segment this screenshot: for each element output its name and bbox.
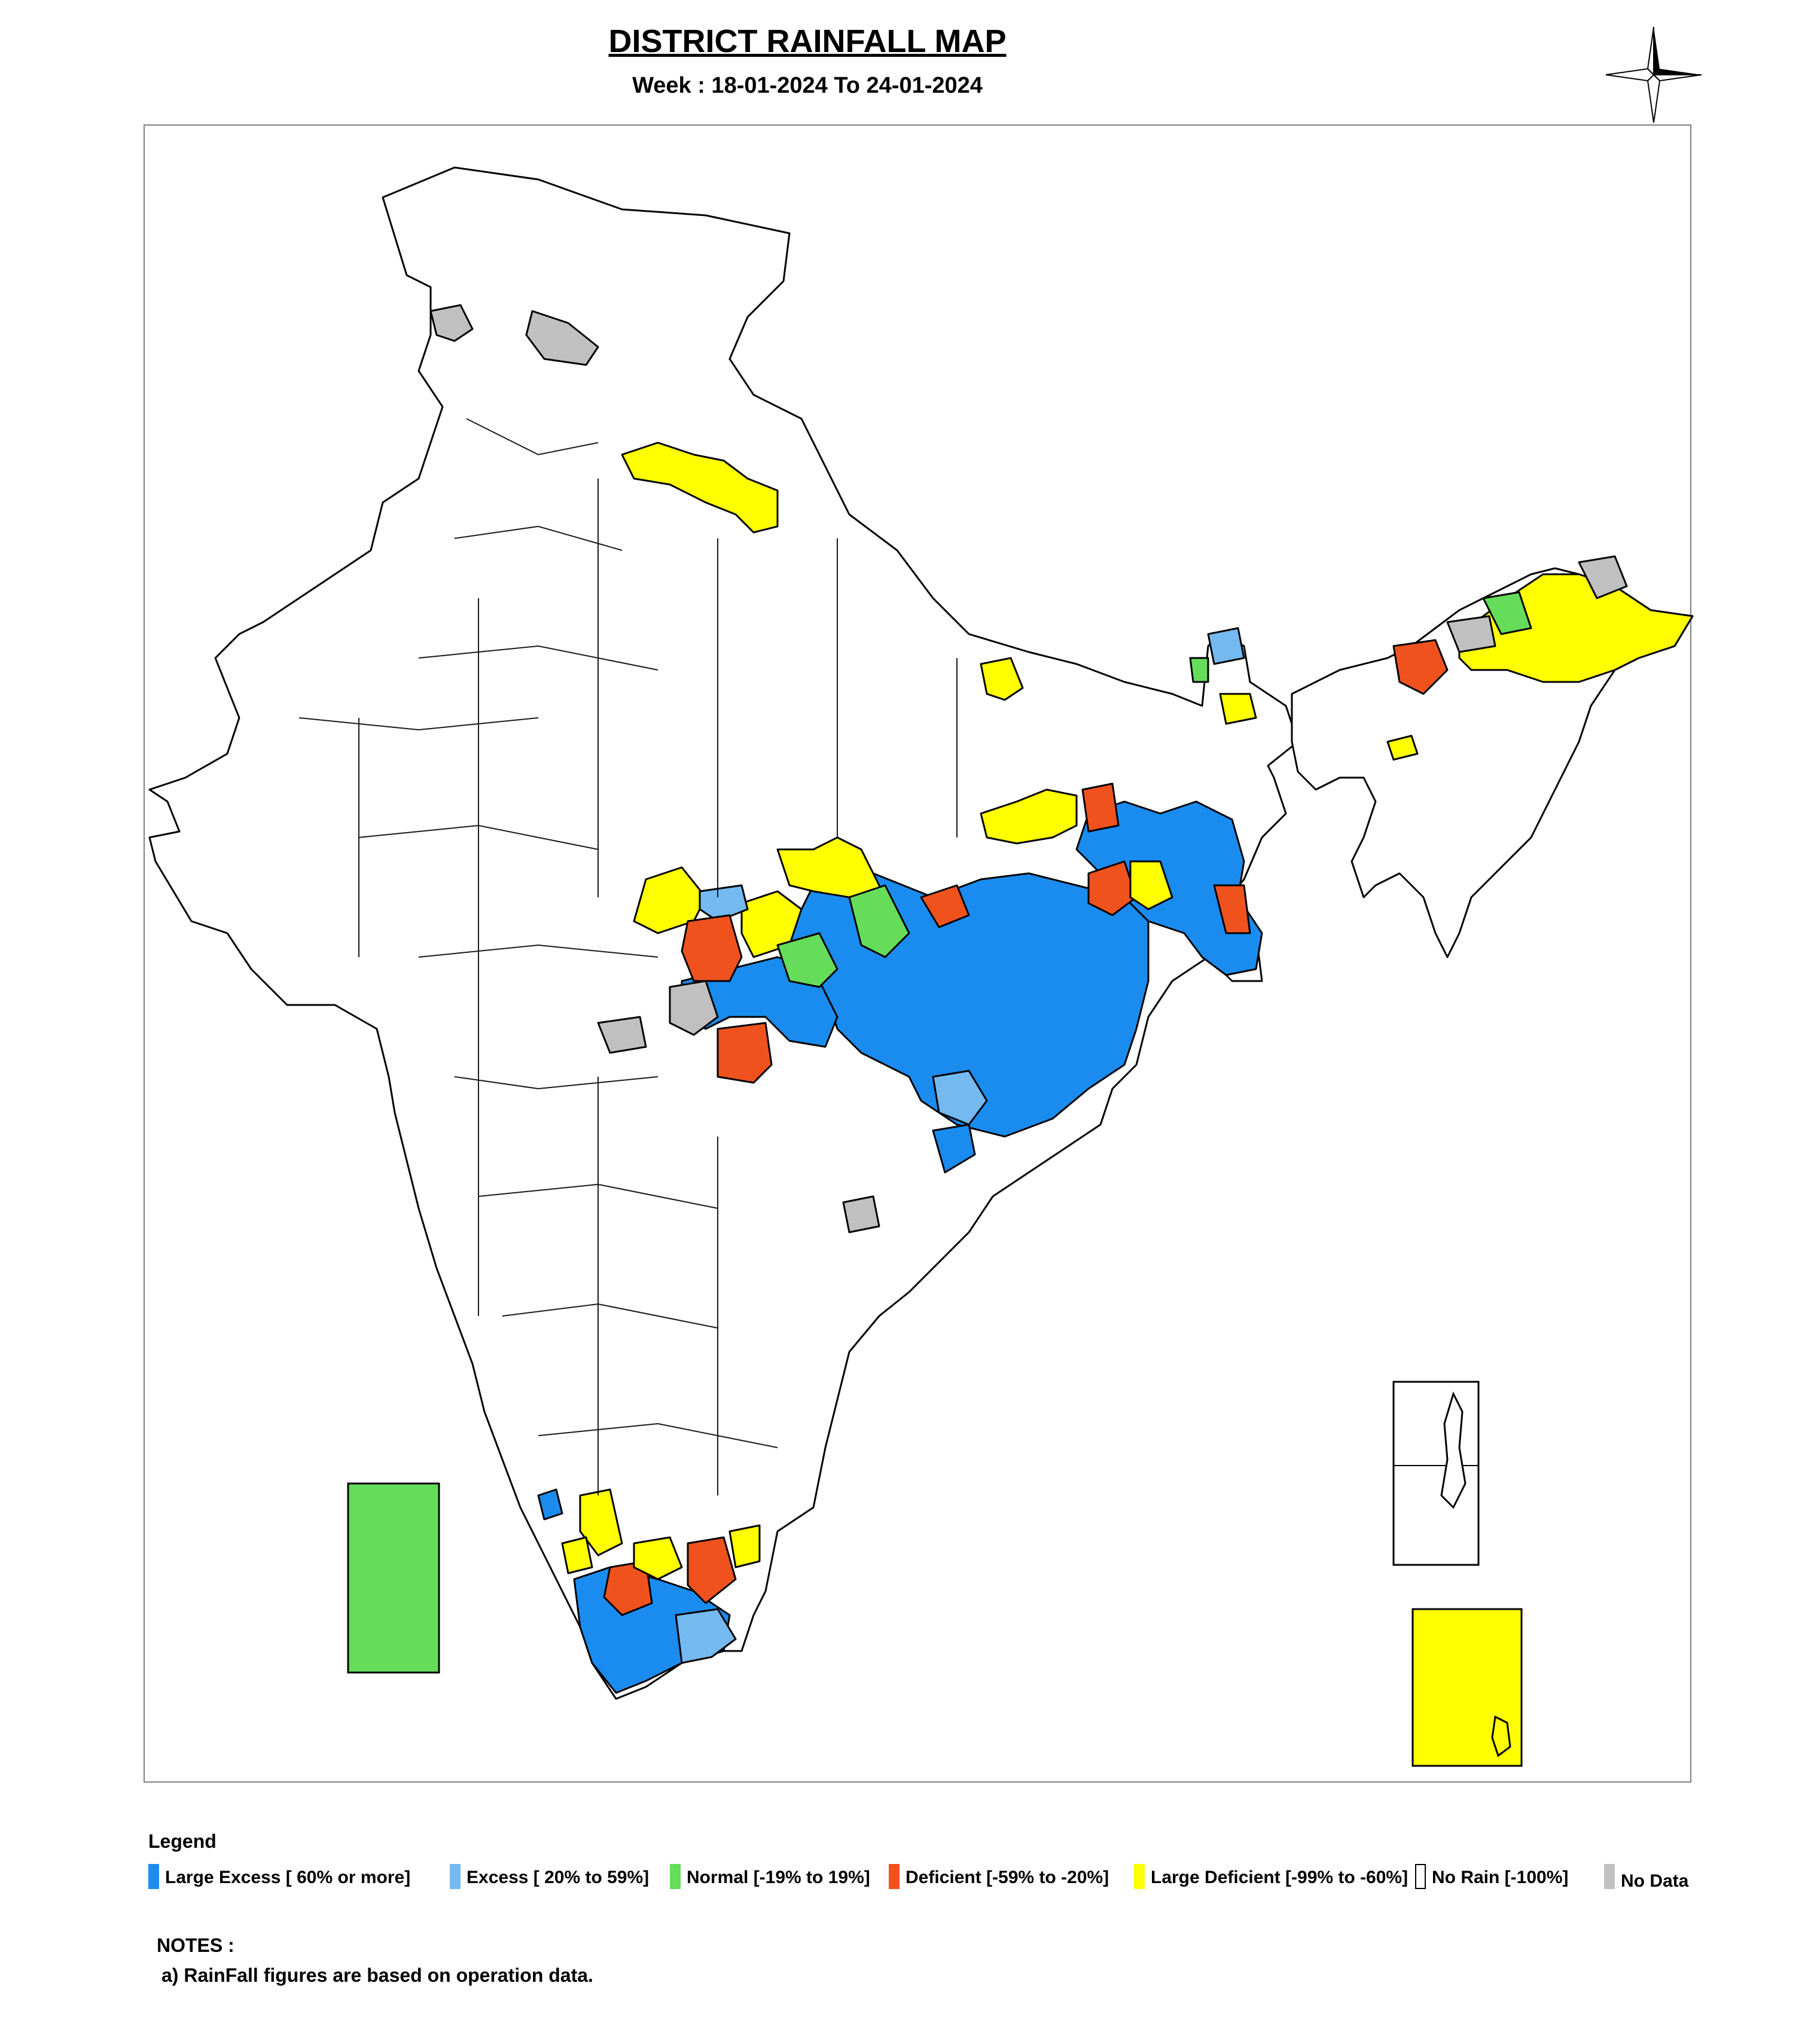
inset-andaman-south <box>1411 1608 1523 1767</box>
district-arunachal-yellow <box>1458 573 1694 683</box>
district-arunachal-normal <box>1482 591 1532 635</box>
legend-swatch <box>1415 1864 1426 1889</box>
district-mp-deficient-1 <box>681 914 743 982</box>
inset-lakshadweep <box>347 1482 440 1674</box>
district-nepal-border-yellow <box>980 657 1024 701</box>
district-tn-yellow-1 <box>633 1536 683 1580</box>
legend-label: Deficient [-59% to -20%] <box>906 1868 1109 1887</box>
district-bengal-deficient <box>1087 860 1138 916</box>
nicobar-islands <box>1491 1715 1511 1757</box>
district-sikkim-normal <box>1189 657 1209 683</box>
district-boundaries <box>298 418 958 1495</box>
district-tn-yellow-3 <box>728 1524 761 1568</box>
legend-label: Large Deficient [-99% to -60%] <box>1151 1868 1408 1887</box>
district-mp-normal <box>776 932 839 988</box>
district-arunachal-nodata-2 <box>1446 615 1496 653</box>
district-mh-nodata <box>597 1016 647 1054</box>
district-kerala-yellow <box>561 1536 593 1574</box>
compass-rose-icon <box>1605 26 1702 123</box>
district-mp-normal-2 <box>848 884 910 958</box>
district-jk-2 <box>525 310 599 366</box>
legend-swatch <box>1134 1864 1145 1889</box>
district-bengal-south-deficient <box>1213 884 1251 934</box>
district-tn-deficient-2 <box>687 1536 737 1604</box>
district-tn-yellow-2 <box>579 1488 623 1556</box>
andaman-islands <box>1440 1391 1467 1509</box>
district-bengal-yellow <box>1129 860 1173 910</box>
district-bihar-yellow <box>980 788 1078 845</box>
district-ap-nodata <box>842 1195 880 1233</box>
page-subtitle: Week : 18-01-2024 To 24-01-2024 <box>632 73 983 98</box>
legend-row: Large Excess [ 60% or more] Excess [ 20% … <box>148 1863 1763 1891</box>
legend-swatch <box>670 1864 681 1889</box>
district-ka-blue <box>537 1488 563 1521</box>
district-assam-yellow <box>1386 735 1419 761</box>
legend-label: No Data <box>1621 1871 1689 1891</box>
map-frame <box>144 124 1691 1783</box>
inset-andaman-north <box>1392 1381 1480 1566</box>
district-mp-excess <box>699 884 749 922</box>
district-bihar-deficient <box>1081 782 1120 833</box>
district-sikkim-excess <box>1207 627 1245 665</box>
page-title: DISTRICT RAINFALL MAP <box>608 23 1007 59</box>
legend-label: No Rain [-100%] <box>1432 1868 1569 1887</box>
legend-label: Excess [ 20% to 59%] <box>467 1868 650 1887</box>
district-jk-1 <box>429 304 474 342</box>
district-arunachal-deficient <box>1392 639 1449 695</box>
district-uttarakhand <box>621 441 779 534</box>
district-ap-large-excess <box>932 1123 976 1174</box>
district-tn-excess <box>675 1608 737 1664</box>
legend-swatch <box>148 1864 159 1889</box>
district-arunachal-nodata-1 <box>1578 555 1628 599</box>
district-mp-nodata <box>669 980 719 1036</box>
district-jh-deficient <box>920 884 970 928</box>
legend-swatch <box>450 1864 461 1889</box>
district-odisha-excess <box>932 1070 988 1126</box>
legend-title: Legend <box>148 1830 217 1852</box>
notes-item: a) RainFall figures are based on operati… <box>161 1964 593 1986</box>
legend-label: Normal [-19% to 19%] <box>687 1868 870 1887</box>
legend-swatch <box>889 1864 900 1889</box>
legend-label: Large Excess [ 60% or more] <box>165 1868 411 1887</box>
notes-title: NOTES : <box>157 1935 234 1956</box>
district-nbengal-yellow <box>1219 693 1257 725</box>
district-mp-deficient-2 <box>717 1022 773 1084</box>
legend-swatch <box>1604 1864 1615 1889</box>
